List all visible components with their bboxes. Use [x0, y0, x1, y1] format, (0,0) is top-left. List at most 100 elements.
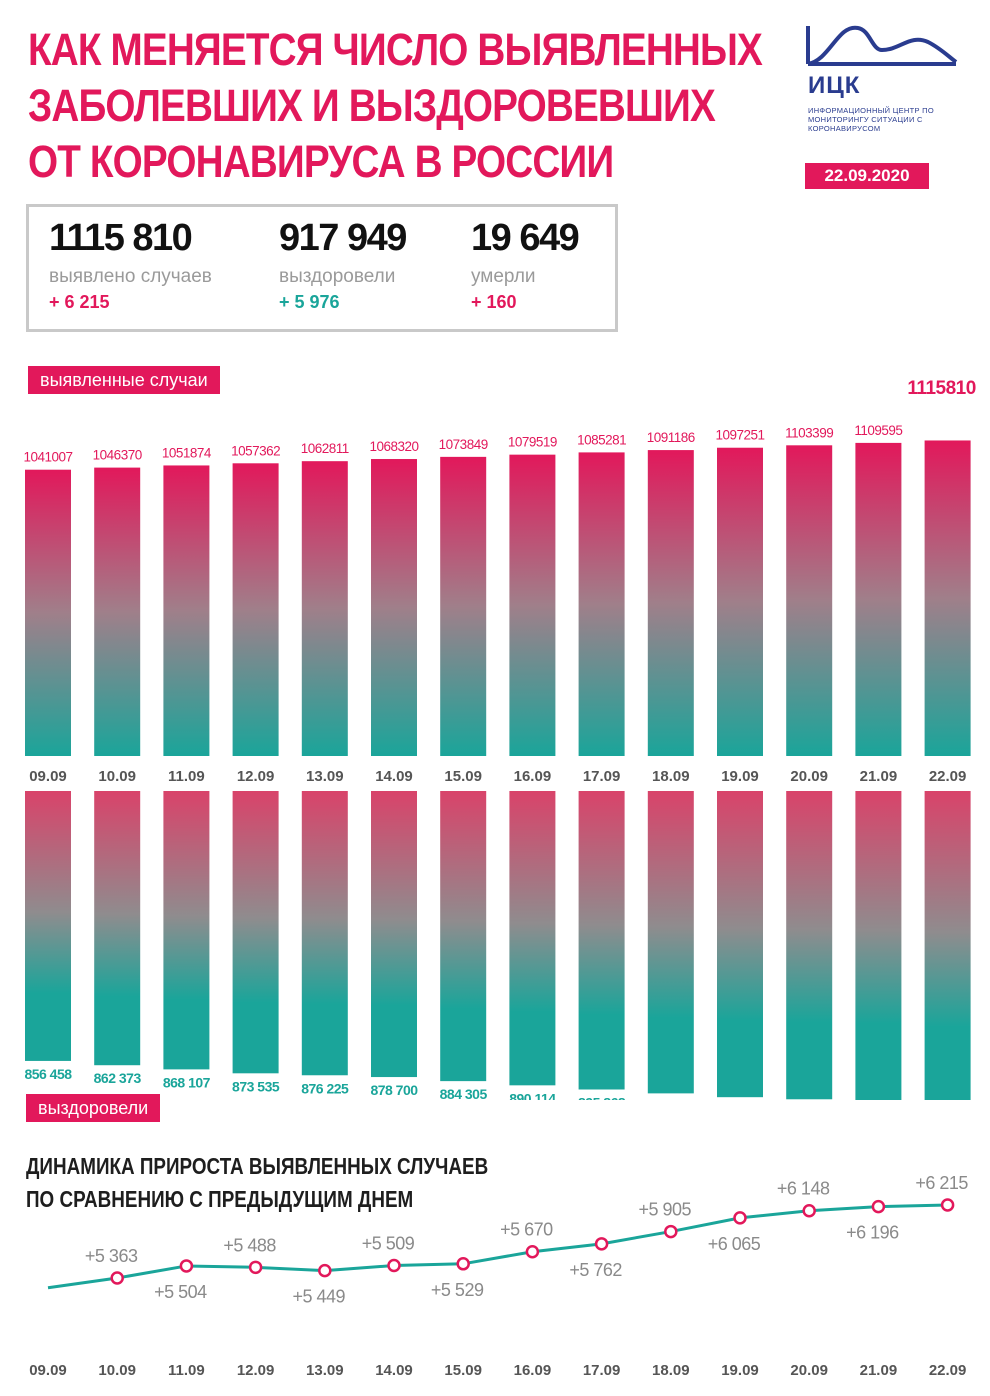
recovered-bar: [578, 791, 625, 1090]
growth-point: [871, 1199, 886, 1214]
growth-date-label: 16.09: [514, 1362, 552, 1379]
recovered-value-label: 890 114: [509, 1090, 556, 1100]
itsk-logo: ИЦК ИНФОРМАЦИОННЫЙ ЦЕНТР ПО МОНИТОРИНГУ …: [800, 20, 970, 133]
stat-deaths: 19 649 умерли + 160: [471, 217, 580, 313]
growth-date-label: 17.09: [583, 1362, 621, 1379]
recovered-value-label: 884 305: [440, 1086, 488, 1100]
cases-bar: [647, 450, 694, 756]
date-label: 11.09: [168, 768, 205, 785]
date-label: 12.09: [237, 768, 275, 785]
growth-value-label: +5 529: [431, 1280, 484, 1300]
cases-value-label: 1051874: [162, 445, 212, 460]
recovered-value-label: 878 700: [370, 1082, 418, 1098]
cases-value-label: 1073849: [439, 437, 488, 452]
title-line-3: ОТ КОРОНАВИРУСА В РОССИИ: [28, 136, 614, 187]
recovered-value-label: 868 107: [163, 1074, 211, 1090]
stat-deaths-value: 19 649: [471, 217, 580, 259]
date-label: 20.09: [790, 768, 828, 785]
line-chart-title-1: ДИНАМИКА ПРИРОСТА ВЫЯВЛЕННЫХ СЛУЧАЕВ: [26, 1153, 489, 1179]
growth-point: [525, 1244, 540, 1259]
cases-value-label: 1103399: [785, 425, 833, 440]
cases-bar: [786, 445, 833, 756]
cases-bar: [371, 459, 417, 756]
date-label: 18.09: [652, 768, 690, 785]
growth-date-label: 10.09: [98, 1362, 136, 1379]
growth-value-label: +6 215: [915, 1173, 968, 1193]
growth-value-label: +5 762: [569, 1260, 622, 1280]
cases-value-label: 1046370: [93, 448, 142, 463]
date-label: 10.09: [98, 768, 136, 785]
growth-point: [248, 1260, 263, 1275]
date-axis-labels: 09.09 10.09 11.09 12.09 13.09 14.09 15.09 16.09…: [29, 768, 966, 785]
growth-points: [110, 1198, 955, 1285]
stat-recovered-value: 917 949: [279, 217, 407, 259]
growth-value-label: +5 504: [154, 1282, 207, 1302]
date-badge: 22.09.2020: [805, 163, 929, 189]
cases-bar: [578, 452, 625, 756]
stat-cases-value: 1115 810: [49, 217, 193, 259]
line-chart-title-2: ПО СРАВНЕНИЮ С ПРЕДЫДУЩИМ ДНЕМ: [26, 1186, 414, 1212]
growth-point: [594, 1237, 609, 1251]
cases-bar: [509, 454, 556, 756]
line-chart-title: ДИНАМИКА ПРИРОСТА ВЫЯВЛЕННЫХ СЛУЧАЕВ ПО …: [26, 1150, 488, 1216]
recovered-bar: [301, 791, 348, 1076]
recovered-value-label: 876 225: [301, 1080, 349, 1096]
cases-bar: [25, 469, 71, 756]
growth-point: [179, 1259, 194, 1273]
cases-value-label: 1091186: [647, 430, 695, 445]
growth-point: [802, 1203, 816, 1218]
recovered-bar: [94, 791, 141, 1066]
growth-date-label: 20.09: [790, 1362, 828, 1379]
growth-date-label: 14.09: [375, 1362, 413, 1379]
cases-bar: [163, 465, 210, 756]
cases-bar: [924, 440, 971, 756]
stat-recovered-label: выздоровели: [279, 266, 396, 287]
stat-deaths-delta: + 160: [471, 292, 517, 312]
growth-date-labels: 09.09 10.09 11.09 12.09 13.09 14.09 15.09 16.09…: [29, 1362, 966, 1379]
logo-mark-icon: [806, 25, 958, 66]
growth-value-label: +6 148: [777, 1179, 830, 1199]
recovered-value-label: 873 535: [232, 1078, 280, 1094]
growth-date-label: 15.09: [444, 1362, 482, 1379]
growth-value-label: +5 363: [85, 1246, 138, 1266]
date-label: 22.09: [929, 768, 967, 785]
cases-bar: [440, 456, 487, 756]
recovered-bar: [786, 791, 833, 1100]
stat-cases-delta: + 6 215: [49, 292, 110, 312]
date-label: 14.09: [375, 768, 413, 785]
cases-bar: [717, 447, 763, 756]
growth-line-path: [47, 1203, 948, 1290]
cases-value-label: 1057362: [231, 443, 280, 458]
growth-date-label: 13.09: [306, 1362, 344, 1379]
growth-point: [387, 1258, 401, 1273]
recovered-value-label: 856 458: [24, 1066, 72, 1082]
cases-bars: [25, 440, 971, 756]
cases-value-label: 1041007: [23, 450, 72, 465]
date-label: 17.09: [583, 768, 621, 785]
growth-value-label: +5 670: [500, 1220, 553, 1240]
recovered-bar: [647, 791, 694, 1094]
growth-date-label: 18.09: [652, 1362, 690, 1379]
cases-value-labels: 1041007 1046370 1051874 1057362 1062811 10683…: [23, 378, 976, 465]
cases-bar: [301, 461, 348, 756]
growth-value-label: +5 488: [223, 1235, 276, 1255]
cases-value-label: 1097251: [715, 428, 764, 443]
growth-point: [110, 1271, 124, 1285]
growth-value-label: +6 196: [846, 1223, 899, 1243]
growth-date-label: 22.09: [929, 1362, 967, 1379]
growth-value-label: +5 905: [639, 1200, 692, 1220]
cases-bar: [232, 463, 279, 756]
stats-summary: 1115 810 выявлено случаев + 6 215 917 94…: [26, 204, 618, 332]
recovered-bar: [924, 791, 971, 1100]
growth-date-label: 09.09: [29, 1362, 67, 1379]
date-label: 15.09: [444, 768, 482, 785]
logo-abbreviation: ИЦК: [808, 72, 861, 99]
recovered-bar: [371, 791, 417, 1078]
recovered-section-label: выздоровели: [26, 1094, 161, 1122]
recovered-value-label: 901 207: [647, 1098, 695, 1100]
cases-value-label: 1109595: [854, 423, 902, 438]
cases-section-label: выявленные случаи: [28, 366, 220, 394]
recovered-bar: [855, 791, 902, 1100]
growth-point: [940, 1198, 955, 1212]
logo-subtitle: ИНФОРМАЦИОННЫЙ ЦЕНТР ПО МОНИТОРИНГУ СИТУ…: [808, 106, 934, 133]
